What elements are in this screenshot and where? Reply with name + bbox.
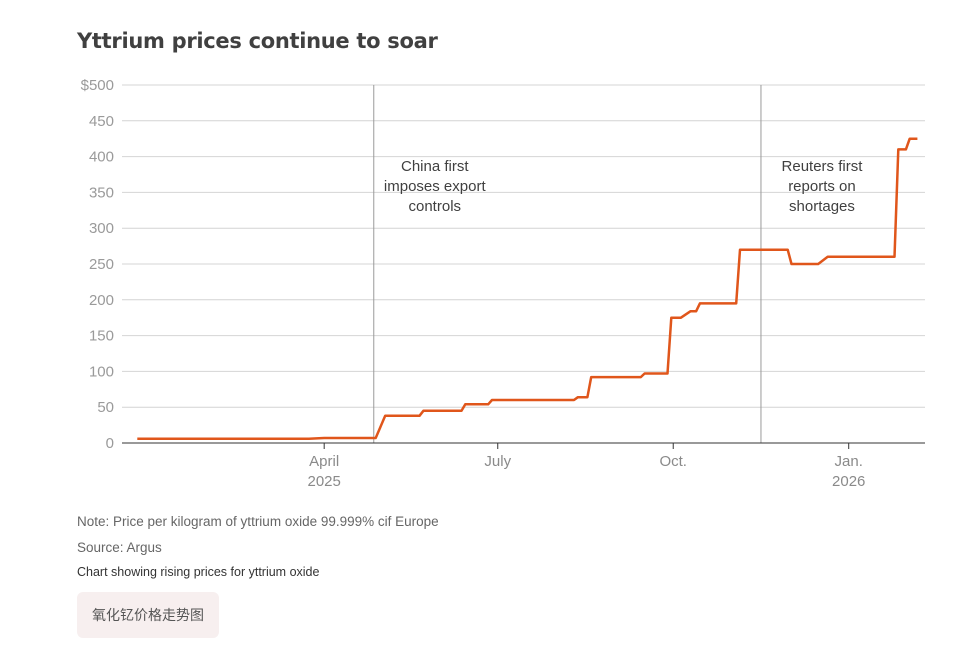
note-text: Note: Price per kilogram of yttrium oxid…: [77, 514, 439, 529]
annotation-0-line-2: controls: [409, 198, 462, 215]
y-tick-label-300: 300: [89, 220, 114, 237]
y-tick-label-100: 100: [89, 363, 114, 380]
gridlines: [122, 84, 925, 408]
chart-description: Chart showing rising prices for yttrium …: [77, 565, 320, 579]
annotations: China first imposes export controls Reuters…: [384, 158, 863, 215]
y-tick-label-0: 0: [106, 435, 114, 452]
source-text: Source: Argus: [77, 540, 162, 555]
x-tick-sublabel-3: 2026: [832, 473, 865, 490]
x-tick-label-2: Oct.: [659, 453, 687, 470]
y-tick-label-500: $500: [81, 77, 114, 94]
x-tick-label-3: Jan.: [835, 453, 863, 470]
y-tick-label-250: 250: [89, 256, 114, 273]
annotation-1-line-1: reports on: [788, 178, 856, 195]
x-tick-sublabel-0: 2025: [307, 473, 340, 490]
y-axis-ticks: 0 50 100 150 200 250 300 350 400 450 $500: [81, 77, 114, 452]
x-axis-ticks: April 2025 July Oct. Jan. 2026: [307, 443, 865, 490]
y-tick-label-450: 450: [89, 113, 114, 130]
y-tick-label-150: 150: [89, 328, 114, 345]
y-tick-label-400: 400: [89, 149, 114, 166]
chart-title: Yttrium prices continue to soar: [77, 29, 438, 53]
price-line: [137, 137, 918, 440]
x-tick-label-1: July: [484, 453, 511, 470]
chinese-version-button[interactable]: 氧化钇价格走势图: [77, 592, 219, 638]
annotation-0-line-1: imposes export: [384, 178, 487, 195]
annotation-1-line-0: Reuters first: [782, 158, 864, 175]
y-tick-label-200: 200: [89, 292, 114, 309]
x-tick-label-0: April: [309, 453, 339, 470]
annotation-0-line-0: China first: [401, 158, 469, 175]
y-tick-label-350: 350: [89, 184, 114, 201]
annotation-lines: [373, 85, 762, 443]
chart-svg: 0 50 100 150 200 250 300 350 400 450 $500 April 202…: [81, 77, 925, 490]
y-tick-label-50: 50: [97, 399, 114, 416]
annotation-1-line-2: shortages: [789, 198, 855, 215]
